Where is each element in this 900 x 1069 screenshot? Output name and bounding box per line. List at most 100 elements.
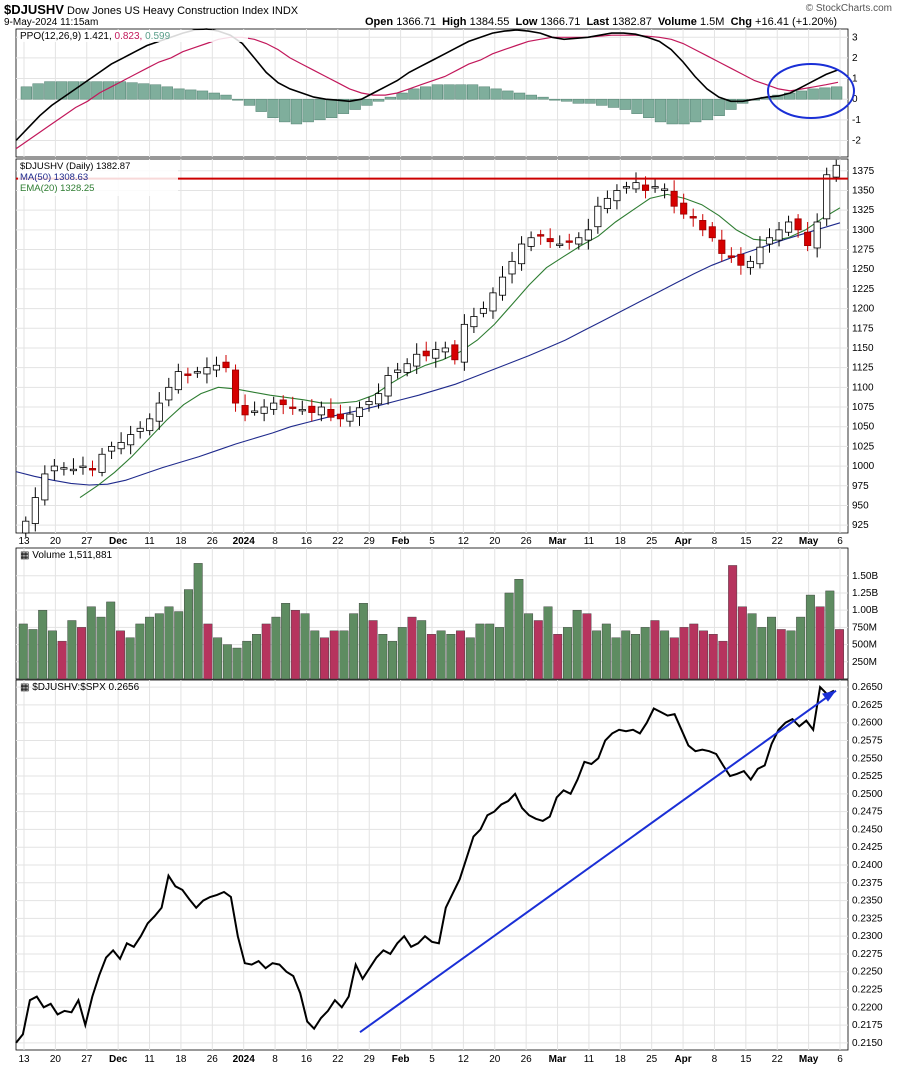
x-tick-label: Dec [109, 536, 128, 547]
price-candle [251, 410, 259, 413]
volume-bar [621, 630, 631, 680]
ratio-tick-label: 0.2650 [852, 682, 883, 693]
price-candle [270, 402, 278, 410]
ppo-histogram-bar [490, 88, 502, 100]
price-tick-label: 1275 [852, 245, 875, 256]
x-tick-label: 25 [646, 536, 658, 547]
x-tick-label: 11 [144, 536, 155, 547]
volume-bar [475, 623, 485, 680]
volume-bar [213, 637, 223, 680]
price-tick-label: 1100 [852, 382, 874, 393]
x-tick-label: 22 [772, 536, 784, 547]
x-tick-label-bottom: 26 [521, 1054, 533, 1065]
volume-bar [825, 590, 835, 680]
x-tick-label-bottom: May [799, 1054, 819, 1065]
volume-bar [796, 616, 806, 680]
volume-bar [232, 647, 242, 680]
price-candle [603, 197, 611, 210]
trend-arrowhead [822, 690, 836, 702]
price-candle [108, 445, 116, 452]
price-candle [60, 467, 68, 470]
x-tick-label-bottom: 29 [364, 1054, 376, 1065]
volume-bar [835, 629, 844, 680]
price-tick-label: 1175 [852, 323, 874, 334]
price-candle [498, 276, 507, 296]
price-candle [289, 406, 297, 409]
volume-bar [572, 609, 582, 680]
volume-bar [310, 630, 320, 680]
volume-bar [426, 634, 436, 680]
volume-bar [86, 606, 96, 680]
ratio-tick-label: 0.2150 [852, 1038, 883, 1049]
volume-bar [203, 623, 213, 680]
ppo-histogram-bar [701, 98, 714, 121]
x-tick-label-bottom: 25 [646, 1054, 658, 1065]
ppo-histogram-bar [91, 81, 103, 100]
volume-tick-label: 500M [852, 640, 877, 651]
price-tick-label: 1000 [852, 461, 875, 472]
ratio-tick-label: 0.2200 [852, 1002, 883, 1013]
ratio-tick-label: 0.2575 [852, 735, 883, 746]
price-candle [489, 292, 497, 312]
ppo-tick-label: -2 [852, 135, 861, 146]
price-candle [375, 393, 383, 405]
price-candle [785, 221, 793, 233]
price-candle [594, 205, 602, 228]
ppo-histogram-bar [196, 90, 209, 100]
volume-bar [669, 637, 679, 680]
price-candle [298, 408, 306, 412]
ppo-histogram-bar [466, 84, 479, 100]
ratio-tick-label: 0.2500 [852, 789, 883, 800]
price-candle [355, 407, 364, 417]
ppo-histogram-bar [584, 98, 596, 104]
x-tick-label: 11 [584, 536, 595, 547]
volume-tick-label: 1.25B [852, 588, 878, 599]
price-candle [804, 231, 812, 247]
x-tick-label-bottom: 22 [772, 1054, 784, 1065]
price-tick-label: 1125 [852, 363, 874, 374]
x-tick-label: Mar [549, 536, 567, 547]
volume-bar [242, 640, 252, 680]
ppo-histogram-bar [290, 98, 303, 125]
ppo-histogram-bar [126, 82, 138, 100]
price-candle [537, 234, 545, 237]
ppo-histogram-bar [185, 89, 197, 100]
price-candle [50, 465, 58, 472]
x-tick-label: 22 [332, 536, 344, 547]
volume-bar [650, 620, 660, 680]
volume-bar [689, 623, 699, 680]
volume-bar [145, 616, 155, 680]
ratio-tick-label: 0.2475 [852, 807, 883, 818]
price-candle [670, 190, 678, 207]
price-candle [661, 188, 669, 191]
price-candle [756, 246, 764, 265]
volume-bar [504, 592, 514, 680]
price-candle [98, 453, 106, 473]
x-tick-label: 8 [272, 536, 278, 547]
price-tick-label: 1025 [852, 441, 875, 452]
price-candle [746, 260, 754, 269]
price-candle [441, 347, 449, 353]
volume-bar [378, 634, 388, 680]
x-tick-label: 5 [429, 536, 435, 547]
volume-bar [125, 637, 135, 680]
ppo-histogram-bar [396, 92, 408, 100]
volume-bar [290, 609, 300, 680]
ppo-histogram-bar [678, 98, 690, 125]
x-tick-label: 29 [364, 536, 376, 547]
x-tick-label-bottom: 20 [50, 1054, 62, 1065]
volume-bar [77, 627, 87, 680]
volume-bar [164, 606, 174, 680]
price-tick-label: 1375 [852, 166, 875, 177]
price-candle [365, 401, 373, 406]
ppo-histogram-bar [32, 83, 44, 100]
price-tick-label: 1350 [852, 185, 875, 196]
price-candle [718, 239, 726, 254]
price-tick-label: 1325 [852, 205, 875, 216]
price-candle [117, 442, 125, 450]
volume-tick-label: 250M [852, 657, 877, 668]
volume-bar [261, 623, 271, 680]
volume-bar [106, 601, 116, 680]
volume-bar [514, 579, 524, 680]
ratio-tick-label: 0.2325 [852, 913, 883, 924]
